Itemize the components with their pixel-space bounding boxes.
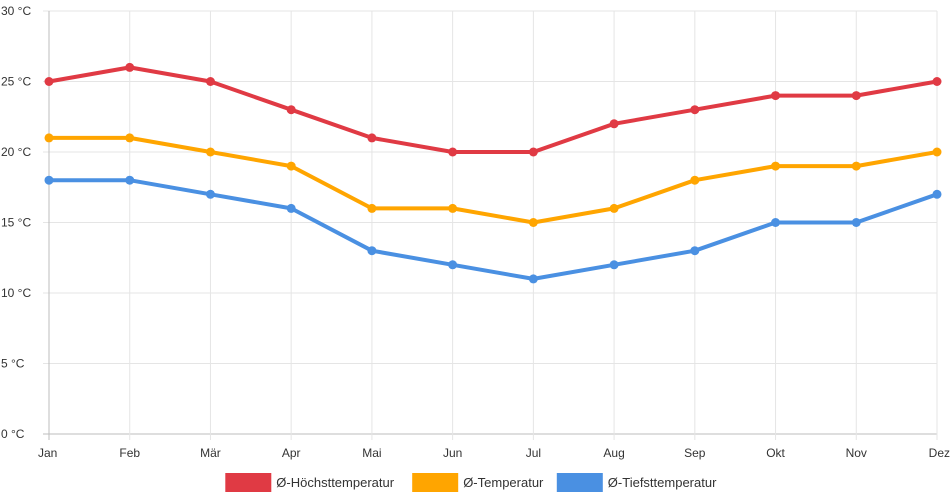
data-point[interactable]	[205, 77, 215, 86]
series-line	[47, 65, 939, 154]
legend-label: Ø-Tiefsttemperatur	[608, 475, 717, 490]
data-point[interactable]	[205, 147, 215, 157]
data-point[interactable]	[690, 175, 700, 185]
data-point[interactable]	[690, 246, 700, 256]
data-point[interactable]	[205, 189, 215, 199]
data-point[interactable]	[932, 77, 942, 86]
y-tick-label: 20 °C	[1, 145, 31, 159]
data-point[interactable]	[609, 119, 619, 129]
data-point[interactable]	[125, 62, 135, 72]
x-tick-label-mär: Mär	[200, 446, 221, 460]
series-line	[47, 178, 939, 281]
data-point[interactable]	[851, 161, 861, 171]
legend-swatch	[556, 473, 603, 492]
series-line	[47, 135, 939, 225]
y-tick-label: 15 °C	[1, 216, 31, 230]
x-tick-label-dez: Dez	[929, 446, 950, 460]
legend: Ø-Höchsttemperatur Ø-Temperatur Ø-Tiefstte…	[225, 473, 717, 492]
data-point[interactable]	[932, 189, 942, 199]
y-tick-label: 25 °C	[1, 75, 31, 89]
data-point[interactable]	[286, 203, 296, 213]
x-tick-label-apr: Apr	[282, 446, 301, 460]
data-point[interactable]	[528, 274, 538, 284]
y-tick-label: 10 °C	[1, 286, 31, 300]
data-point[interactable]	[932, 147, 942, 157]
data-point[interactable]	[286, 161, 296, 171]
data-point[interactable]	[448, 203, 458, 213]
series-lines	[44, 62, 942, 284]
legend-item-3[interactable]: Ø-Tiefsttemperatur	[556, 473, 717, 492]
y-tick-label: 30 °C	[1, 4, 31, 18]
series-1	[44, 62, 942, 157]
data-point[interactable]	[125, 133, 135, 143]
data-point[interactable]	[367, 133, 377, 143]
legend-label: Ø-Temperatur	[463, 475, 544, 490]
data-point[interactable]	[44, 133, 54, 143]
data-point[interactable]	[44, 175, 54, 185]
x-tick-label-okt: Okt	[766, 446, 785, 460]
data-point[interactable]	[528, 147, 538, 157]
data-point[interactable]	[367, 203, 377, 213]
x-tick-label-sep: Sep	[684, 446, 706, 460]
x-tick-label-aug: Aug	[603, 446, 624, 460]
legend-swatch	[412, 473, 459, 492]
x-tick-label-nov: Nov	[846, 446, 867, 460]
x-tick-label-feb: Feb	[119, 446, 140, 460]
data-point[interactable]	[528, 218, 538, 227]
legend-item-2[interactable]: Ø-Temperatur	[412, 473, 544, 492]
data-point[interactable]	[448, 147, 458, 157]
data-point[interactable]	[367, 246, 377, 256]
series-3	[44, 175, 942, 284]
y-tick-label: 5 °C	[1, 357, 25, 371]
data-point[interactable]	[609, 203, 619, 213]
data-point[interactable]	[286, 105, 296, 115]
series-2	[44, 133, 942, 227]
data-point[interactable]	[771, 91, 781, 101]
data-point[interactable]	[125, 175, 135, 185]
axes: 0 °C 5 °C 10 °C 15 °C 20 °C 25 °C 30 °C Jan Feb M…	[1, 4, 950, 460]
data-point[interactable]	[448, 260, 458, 270]
x-tick-label-jan: Jan	[38, 446, 57, 460]
y-tick-label: 0 °C	[1, 427, 25, 441]
legend-label: Ø-Höchsttemperatur	[276, 475, 394, 490]
data-point[interactable]	[609, 260, 619, 270]
data-point[interactable]	[771, 161, 781, 171]
x-tick-label-jul: Jul	[526, 446, 541, 460]
data-point[interactable]	[44, 77, 54, 86]
data-point[interactable]	[771, 218, 781, 227]
x-tick-label-mai: Mai	[362, 446, 381, 460]
legend-swatch	[225, 473, 272, 492]
x-tick-label-jun: Jun	[443, 446, 462, 460]
data-point[interactable]	[851, 91, 861, 101]
data-point[interactable]	[851, 218, 861, 227]
data-point[interactable]	[690, 105, 700, 115]
legend-item-1[interactable]: Ø-Höchsttemperatur	[225, 473, 395, 492]
